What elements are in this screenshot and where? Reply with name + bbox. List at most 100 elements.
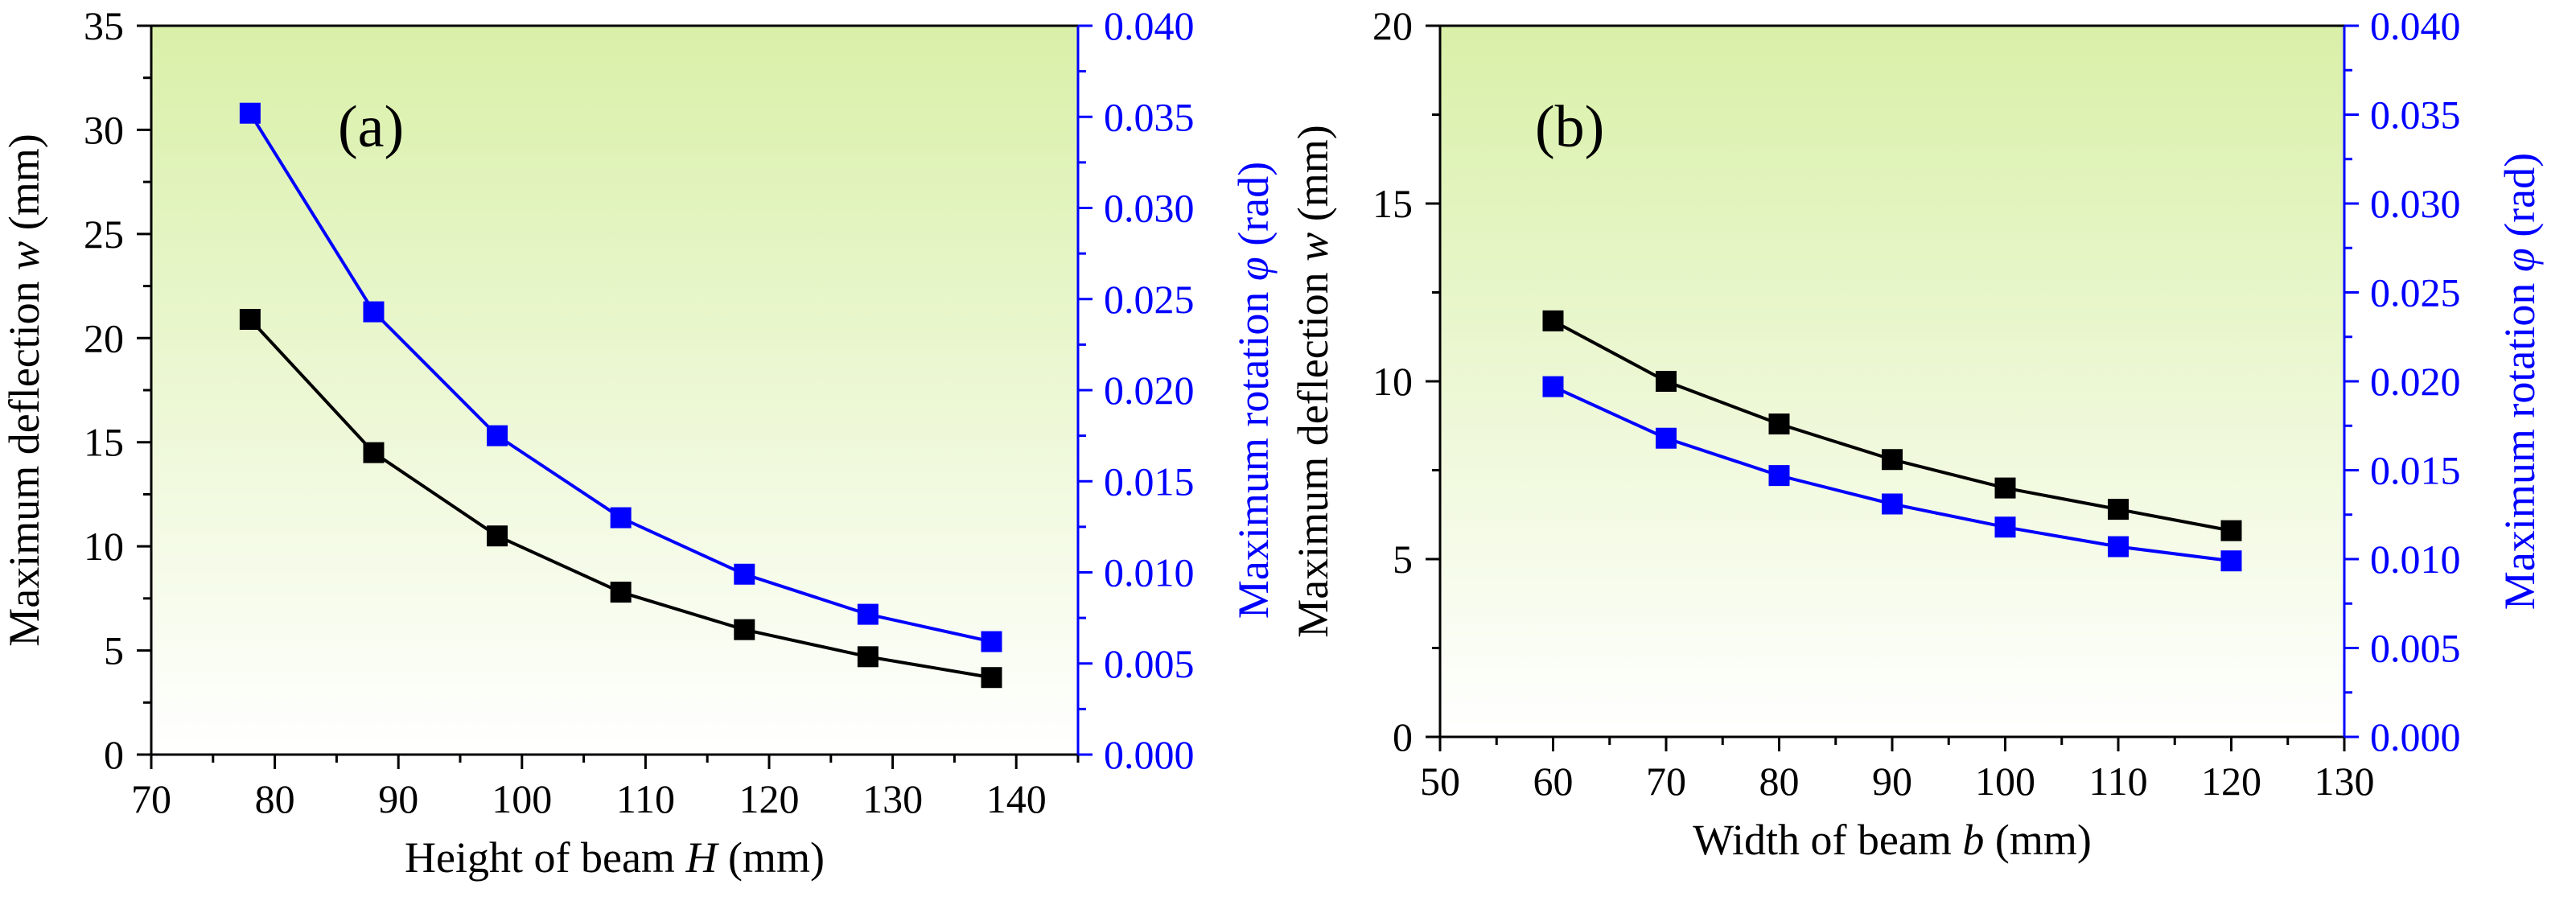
x-tick-label: 100 <box>492 776 552 821</box>
y-axis-label-part: w <box>0 241 48 270</box>
y-tick-label: 25 <box>84 212 124 257</box>
y-tick-label: 15 <box>84 420 124 465</box>
data-point-rotation <box>363 301 385 323</box>
y-axis-label-part: w <box>1289 232 1337 261</box>
x-tick-label: 70 <box>131 776 171 821</box>
y-axis-label-part: Maximum deflection <box>0 270 48 647</box>
data-point-deflection <box>1882 449 1903 471</box>
data-point-rotation <box>1994 516 2016 538</box>
x-axis-label: Height of beam H (mm) <box>405 833 825 882</box>
y2-tick-label: 0.020 <box>1104 368 1195 413</box>
data-point-deflection <box>734 619 755 640</box>
data-point-deflection <box>363 442 385 463</box>
y-axis-label: Maximum deflection w (mm) <box>1289 125 1337 637</box>
x-axis-label-part: b <box>1962 816 1984 864</box>
y2-axis-label-part: (rad) <box>1229 162 1278 257</box>
y2-tick-label: 0.035 <box>2370 93 2461 138</box>
x-tick-label: 130 <box>862 776 923 821</box>
plot-background <box>1440 26 2344 737</box>
y2-tick-label: 0.000 <box>2370 714 2461 759</box>
x-tick-label: 80 <box>1759 759 1800 804</box>
panel-label: (a) <box>338 94 404 160</box>
data-point-deflection <box>857 646 879 668</box>
data-point-rotation <box>734 563 755 585</box>
y2-tick-label: 0.030 <box>1104 186 1195 231</box>
data-point-rotation <box>2108 536 2129 557</box>
y2-axis-label-part: φ <box>2496 248 2544 272</box>
data-point-deflection <box>1994 477 2016 499</box>
x-tick-label: 80 <box>255 776 295 821</box>
y-axis-label: Maximum deflection w (mm) <box>0 134 48 646</box>
panel-label: (b) <box>1535 94 1604 160</box>
y2-tick-label: 0.015 <box>2370 448 2461 493</box>
y2-axis-label-part: (rad) <box>2496 153 2544 248</box>
y2-axis-label-part: Maximum rotation <box>2496 272 2544 610</box>
y2-tick-label: 0.015 <box>1104 459 1195 504</box>
data-point-deflection <box>239 308 261 330</box>
y2-tick-label: 0.030 <box>2370 181 2461 226</box>
data-point-deflection <box>1768 413 1790 435</box>
data-point-rotation <box>981 631 1002 652</box>
x-axis-label-part: (mm) <box>717 833 824 882</box>
data-point-deflection <box>2108 499 2129 520</box>
x-tick-label: 100 <box>1975 759 2035 804</box>
x-tick-label: 90 <box>378 776 418 821</box>
x-tick-label: 90 <box>1872 759 1912 804</box>
data-point-deflection <box>487 525 508 547</box>
y-tick-label: 35 <box>84 3 124 48</box>
y2-axis-label-part: φ <box>1229 257 1278 281</box>
y2-tick-label: 0.005 <box>1104 641 1195 686</box>
x-tick-label: 60 <box>1533 759 1574 804</box>
x-axis-label-part: H <box>685 833 719 882</box>
y2-tick-label: 0.010 <box>1104 550 1195 595</box>
y-tick-label: 5 <box>1393 537 1413 582</box>
y2-axis-label: Maximum rotation φ (rad) <box>2496 153 2544 610</box>
data-point-rotation <box>487 425 508 446</box>
y-tick-label: 20 <box>84 315 124 360</box>
chart-panel-a: 70 80 90 100 110 120 130 140 0 5 10 15 20 25 30 35 0.000… <box>0 3 1278 882</box>
x-tick-label: 120 <box>2201 759 2261 804</box>
data-point-deflection <box>1542 310 1564 331</box>
data-point-deflection <box>1656 371 1677 392</box>
y2-tick-label: 0.020 <box>2370 359 2461 404</box>
y-tick-label: 30 <box>84 107 124 152</box>
chart-panel-b: 50 60 70 80 90 100 110 120 130 0 5 10 15 20 0.000 0.005… <box>1289 3 2544 864</box>
y2-tick-label: 0.040 <box>1104 3 1195 48</box>
x-tick-label: 70 <box>1646 759 1686 804</box>
y-tick-label: 0 <box>104 732 124 777</box>
x-axis-label: Width of beam b (mm) <box>1693 816 2092 864</box>
data-point-rotation <box>610 507 632 529</box>
y-axis-label-part: (mm) <box>0 134 48 241</box>
data-point-rotation <box>239 102 261 124</box>
y-tick-label: 0 <box>1393 714 1413 759</box>
y2-tick-label: 0.025 <box>2370 270 2461 315</box>
y2-tick-label: 0.010 <box>2370 537 2461 582</box>
x-axis-label-part: Width of beam <box>1693 816 1962 864</box>
x-tick-label: 110 <box>2088 759 2147 804</box>
x-tick-label: 140 <box>986 776 1047 821</box>
y2-tick-label: 0.040 <box>2370 3 2461 48</box>
data-point-rotation <box>1656 427 1677 449</box>
y2-axis-label: Maximum rotation φ (rad) <box>1229 162 1278 619</box>
x-tick-label: 120 <box>739 776 800 821</box>
x-tick-label: 110 <box>616 776 675 821</box>
data-point-rotation <box>1768 465 1790 487</box>
x-axis-label-part: Height of beam <box>405 833 685 882</box>
data-point-rotation <box>1542 376 1564 397</box>
y-tick-label: 15 <box>1372 181 1413 226</box>
data-point-rotation <box>857 603 879 625</box>
y-tick-label: 5 <box>104 628 124 673</box>
y-tick-label: 10 <box>1372 359 1413 404</box>
y2-tick-label: 0.000 <box>1104 732 1195 777</box>
y2-tick-label: 0.035 <box>1104 94 1195 139</box>
x-axis-label-part: (mm) <box>1984 816 2091 864</box>
y-axis-label-part: Maximum deflection <box>1289 261 1337 638</box>
x-tick-label: 130 <box>2315 759 2375 804</box>
y2-tick-label: 0.005 <box>2370 626 2461 671</box>
y2-axis-label-part: Maximum rotation <box>1229 281 1278 619</box>
data-point-deflection <box>610 582 632 603</box>
plot-background <box>151 26 1078 755</box>
y-tick-label: 10 <box>84 524 124 569</box>
y-tick-label: 20 <box>1372 3 1413 48</box>
